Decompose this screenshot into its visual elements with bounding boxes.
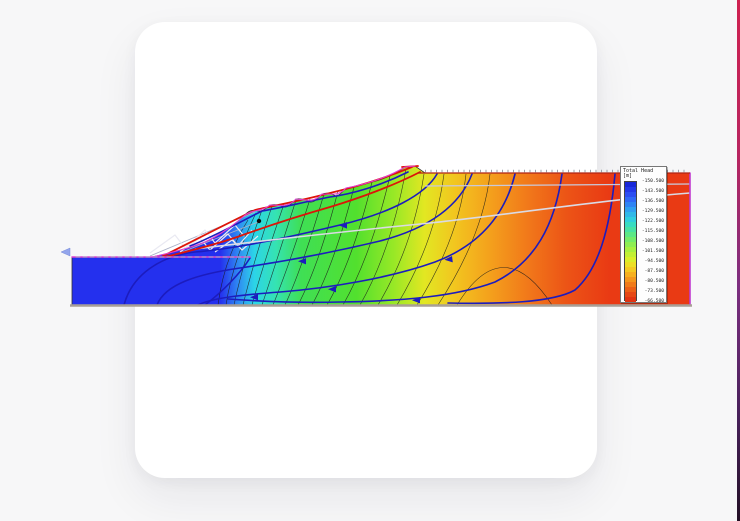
legend-color-cell — [625, 272, 636, 277]
legend-label: -143.500 — [641, 189, 664, 194]
legend-label: -122.500 — [641, 219, 664, 224]
legend-color-cell — [625, 247, 636, 252]
slip-node-dot — [256, 218, 262, 224]
legend-title: Total Head — [623, 168, 654, 174]
legend-color-cell — [625, 237, 636, 242]
legend-color-cell — [625, 252, 636, 257]
legend-color-cell — [625, 287, 636, 292]
legend-color-cell — [625, 197, 636, 202]
legend-color-cell — [625, 202, 636, 207]
flow-arrow-markers — [250, 222, 453, 304]
legend-color-cell — [625, 297, 636, 302]
legend-color-cell — [625, 267, 636, 272]
legend-label: -66.500 — [644, 299, 664, 304]
slope-face-bc-line — [151, 165, 416, 258]
legend-color-cell — [625, 222, 636, 227]
boundary-condition-lines — [71, 165, 691, 306]
legend-label: -129.500 — [641, 209, 664, 214]
flow-lines — [123, 171, 616, 306]
legend-color-cell — [625, 262, 636, 267]
soil-section-fill — [71, 165, 691, 306]
legend-label: -87.500 — [644, 269, 664, 274]
legend-colorbar — [624, 181, 637, 302]
legend-color-cell — [625, 257, 636, 262]
legend-label: -101.500 — [641, 249, 664, 254]
legend-label: -94.500 — [644, 259, 664, 264]
legend-color-cell — [625, 192, 636, 197]
legend-color-cell — [625, 217, 636, 222]
left-bc-arrow-icon — [60, 247, 71, 257]
legend-color-cell — [625, 227, 636, 232]
legend-unit: [m] — [623, 173, 633, 179]
legend-color-cell — [625, 242, 636, 247]
legend-color-cell — [625, 232, 636, 237]
seepage-contour-plot — [60, 165, 692, 307]
window-edge-stripe — [737, 0, 740, 521]
legend-label: -108.500 — [641, 239, 664, 244]
legend-color-cell — [625, 187, 636, 192]
legend-label: -150.500 — [641, 179, 664, 184]
legend-color-cell — [625, 282, 636, 287]
legend-label: -73.500 — [644, 289, 664, 294]
legend-color-cell — [625, 292, 636, 297]
legend-color-cell — [625, 212, 636, 217]
legend-color-cell — [625, 277, 636, 282]
legend-color-cell — [625, 182, 636, 187]
legend-label: -80.500 — [644, 279, 664, 284]
legend-box: Total Head [m] -150.500 -143.500 -136.500 -… — [620, 166, 667, 304]
legend-label: -136.500 — [641, 199, 664, 204]
legend-label: -115.500 — [641, 229, 664, 234]
legend-color-cell — [625, 207, 636, 212]
